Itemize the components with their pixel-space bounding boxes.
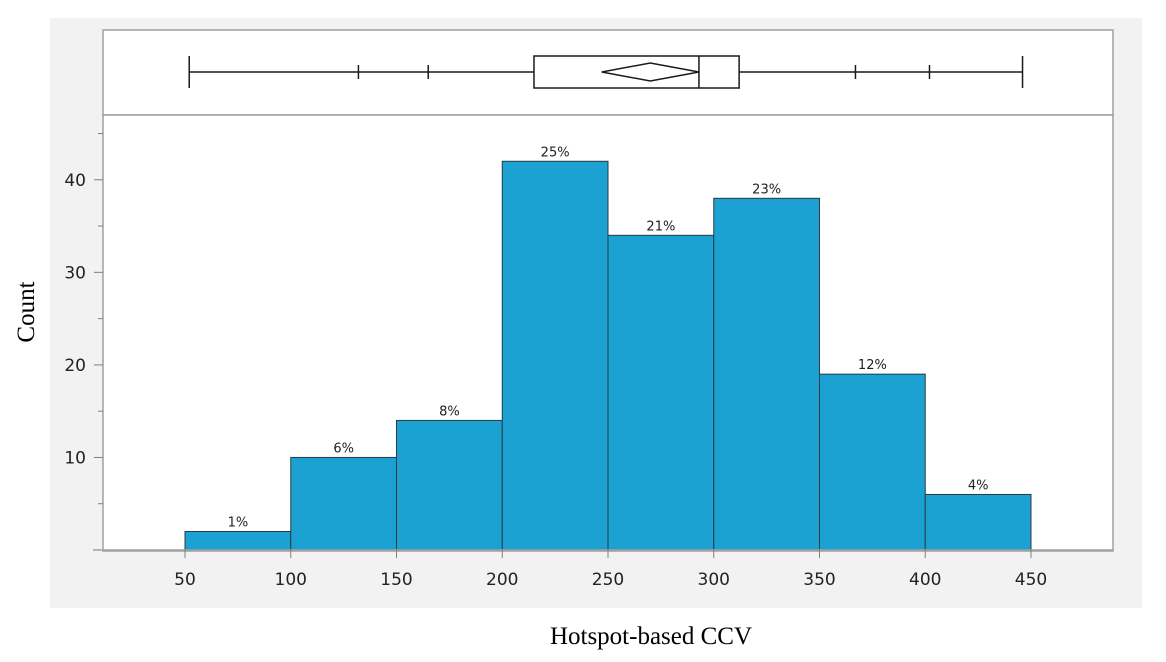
bar-percent-label: 23% [752,182,781,197]
bar-percent-labels: 1% 6% 8% 25% 21% 23% 12% 4% [228,145,989,530]
histogram-bar [607,234,715,551]
bar-percent-label: 1% [228,515,249,530]
x-tick-label: 100 [275,570,307,590]
bar-percent-label: 8% [439,404,460,419]
outlier-boxplot [188,55,1024,89]
x-tick-label: 300 [698,570,730,590]
histogram-bar [713,197,820,551]
bar-percent-label: 4% [968,478,989,493]
histogram-bar [501,160,609,551]
y-tick-label: 30 [64,263,86,283]
bar-percent-label: 25% [541,145,570,160]
histogram-bar [184,530,292,551]
y-tick-label: 40 [64,171,86,191]
x-tick-label: 250 [592,570,624,590]
x-tick-label: 350 [803,570,835,590]
histogram-bars [184,160,1032,551]
histogram-bar [819,373,926,551]
x-tick-label: 150 [380,570,412,590]
x-tick-label: 50 [174,570,196,590]
histogram-bar [290,456,397,551]
bar-percent-label: 12% [858,358,887,373]
x-tick-label: 400 [909,570,941,590]
y-tick-label: 10 [64,448,86,468]
boxplot-mean-diamond [601,62,700,82]
y-axis-title: Count [13,281,40,342]
y-tick-label: 20 [64,356,86,376]
axes: 50 100 150 200 250 300 350 400 450 10 20 30 40 [64,133,1113,590]
x-tick-label: 200 [486,570,518,590]
bar-percent-label: 21% [646,219,675,234]
histogram-bar [924,493,1032,551]
histogram-bar [396,419,503,551]
x-tick-label: 450 [1015,570,1047,590]
x-axis-title: Hotspot-based CCV [550,623,752,650]
bar-percent-label: 6% [333,441,354,456]
